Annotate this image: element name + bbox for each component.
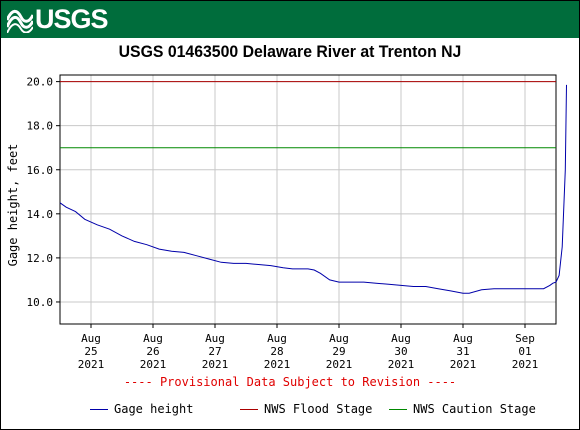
x-tick-label: 25 <box>84 345 97 358</box>
x-tick-label: Aug <box>391 332 411 345</box>
legend-label-caution-stage: NWS Caution Stage <box>413 402 536 416</box>
x-tick-label: 2021 <box>326 358 353 371</box>
usgs-header-bar: USGS <box>1 1 579 38</box>
series-layer <box>59 81 567 294</box>
plot-area-border <box>59 74 557 325</box>
legend-swatch-gage-height <box>90 409 108 410</box>
chart-title: USGS 01463500 Delaware River at Trenton … <box>118 42 462 61</box>
legend-label-gage-height: Gage height <box>114 402 194 416</box>
x-tick-label: 31 <box>456 345 469 358</box>
x-tick-label: 28 <box>270 345 283 358</box>
legend-swatch-caution-stage <box>389 409 407 410</box>
x-tick-label: Aug <box>329 332 349 345</box>
y-axis-label: Gage height, feet <box>6 144 20 267</box>
legend-swatch-flood-stage <box>240 409 258 410</box>
x-tick-label: Aug <box>143 332 163 345</box>
legend-gage-height: Gage height <box>90 402 193 416</box>
x-axis-ticks: Aug252021Aug262021Aug272021Aug282021Aug2… <box>78 324 539 371</box>
series-line-0 <box>59 84 567 294</box>
x-tick-label: 2021 <box>388 358 415 371</box>
x-tick-label: 2021 <box>512 358 539 371</box>
legend-caution-stage: NWS Caution Stage <box>389 402 536 416</box>
x-tick-label: Sep <box>515 332 535 345</box>
usgs-wave-logo-icon <box>7 9 33 33</box>
x-tick-label: 2021 <box>202 358 229 371</box>
x-tick-label: Aug <box>453 332 473 345</box>
x-tick-label: 2021 <box>140 358 167 371</box>
y-tick-label: 10.0 <box>27 296 54 309</box>
legend-label-flood-stage: NWS Flood Stage <box>264 402 373 416</box>
y-tick-label: 18.0 <box>27 120 54 133</box>
legend-flood-stage: NWS Flood Stage <box>240 402 372 416</box>
x-tick-label: Aug <box>81 332 101 345</box>
x-tick-label: 2021 <box>78 358 105 371</box>
x-tick-label: 01 <box>518 345 531 358</box>
provisional-note: ---- Provisional Data Subject to Revisio… <box>123 375 457 389</box>
x-tick-label: 27 <box>208 345 221 358</box>
x-tick-label: 29 <box>332 345 345 358</box>
y-tick-label: 12.0 <box>27 252 54 265</box>
x-tick-label: 26 <box>146 345 159 358</box>
grid-layer <box>60 75 556 324</box>
y-tick-label: 14.0 <box>27 208 54 221</box>
usgs-logo-text: USGS <box>35 4 109 34</box>
x-tick-label: Aug <box>205 332 225 345</box>
y-tick-label: 20.0 <box>27 76 54 89</box>
y-tick-label: 16.0 <box>27 164 54 177</box>
x-tick-label: 30 <box>394 345 407 358</box>
x-tick-label: Aug <box>267 332 287 345</box>
x-tick-label: 2021 <box>450 358 477 371</box>
x-tick-label: 2021 <box>264 358 291 371</box>
y-axis-ticks: 10.0 12.0 14.0 16.0 18.0 20.0 <box>27 76 60 309</box>
